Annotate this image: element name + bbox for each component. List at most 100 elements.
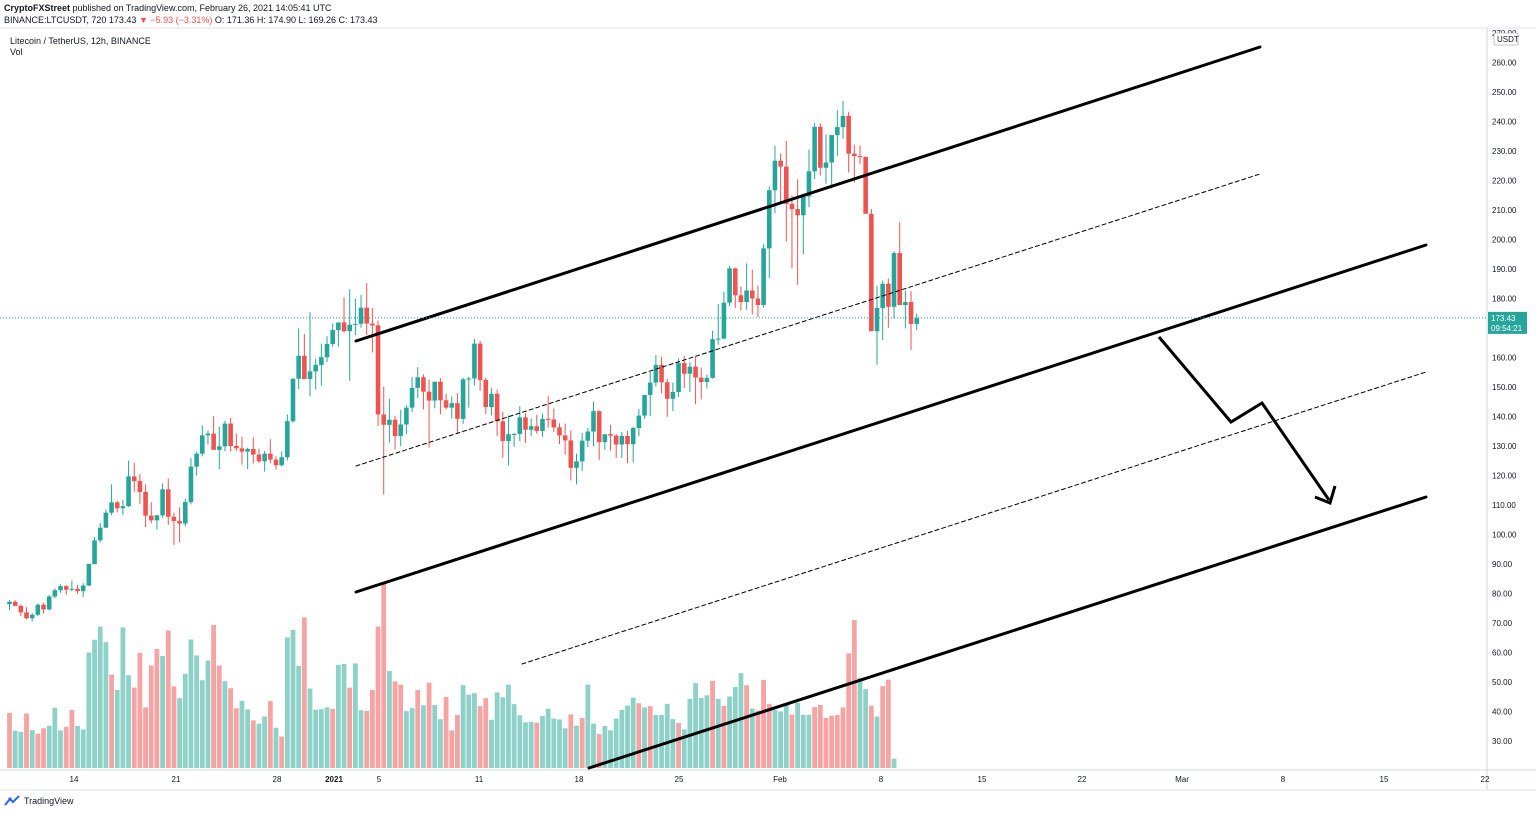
volume-label: Vol — [10, 47, 23, 57]
publisher-name[interactable]: CryptoFXStreet — [4, 3, 71, 13]
volume-bar — [846, 653, 852, 768]
volume-bar — [613, 718, 619, 768]
volume-bar — [557, 719, 562, 768]
candle-body — [528, 426, 534, 430]
volume-bar — [455, 715, 460, 768]
volume-bar — [330, 708, 336, 768]
candle — [687, 362, 693, 393]
volume-bar — [250, 720, 256, 768]
candle — [409, 376, 415, 413]
candle — [353, 298, 358, 336]
candle-body — [636, 415, 642, 429]
candle-body — [347, 324, 352, 332]
volume-bar — [727, 696, 732, 768]
volume-bar — [392, 681, 398, 768]
candle — [857, 145, 863, 165]
candle-body — [806, 171, 812, 197]
candle-body — [715, 338, 721, 340]
candle — [619, 431, 625, 459]
candle-body — [642, 394, 647, 416]
volume-bar — [659, 715, 664, 768]
candle — [324, 336, 330, 363]
volume-bar — [868, 705, 874, 768]
candle-body — [596, 411, 602, 443]
volume-bar — [574, 725, 579, 768]
candle — [642, 394, 647, 419]
candle — [721, 291, 727, 339]
candle-body — [234, 446, 239, 449]
time-tick-label: Mar — [1175, 775, 1189, 784]
candle — [58, 584, 63, 593]
volume-bar — [534, 722, 540, 768]
candle — [596, 410, 602, 460]
volume-bar — [182, 673, 188, 768]
candle — [540, 413, 545, 437]
volume-bar — [120, 627, 126, 768]
candle — [732, 267, 738, 308]
candle — [120, 499, 126, 515]
candle-body — [177, 520, 182, 524]
candle-body — [897, 253, 902, 305]
series-title: Litecoin / TetherUS, 12h, BINANCE — [10, 36, 151, 46]
candle — [12, 600, 18, 606]
candle-body — [41, 604, 46, 610]
candle-body — [625, 435, 630, 445]
candle — [18, 604, 24, 617]
candle-body — [676, 363, 681, 393]
candle — [364, 283, 370, 335]
candle-body — [613, 435, 619, 445]
candle-body — [387, 419, 392, 425]
candle — [41, 602, 46, 614]
candle-body — [455, 403, 460, 419]
volume-bar — [409, 708, 415, 768]
candle-body — [908, 302, 914, 324]
volume-bar — [375, 626, 381, 768]
candle — [205, 430, 211, 445]
ohlc-values: O: 171.36 H: 174.90 L: 169.26 C: 173.43 — [214, 15, 378, 25]
candle — [347, 289, 352, 381]
time-tick-label: 18 — [575, 775, 584, 784]
price-tick-label: 70.00 — [1492, 619, 1513, 628]
candle — [228, 417, 233, 452]
candle-body — [801, 196, 806, 216]
candle-body — [364, 307, 370, 324]
candle — [636, 409, 642, 437]
candle-body — [523, 417, 528, 430]
candle — [670, 382, 676, 411]
candle — [647, 371, 653, 417]
volume-bar — [681, 729, 687, 768]
candle — [392, 415, 398, 450]
candle-body — [443, 400, 449, 408]
time-tick-label: 22 — [1078, 775, 1087, 784]
candle-body — [732, 268, 738, 296]
volume-bar — [851, 620, 857, 768]
candle-body — [619, 435, 625, 445]
volume-bar — [131, 687, 137, 768]
candle-body — [557, 427, 562, 436]
candle — [517, 406, 523, 441]
candle-body — [97, 527, 103, 541]
candle — [806, 149, 812, 208]
candle — [273, 456, 279, 470]
candle — [891, 251, 897, 319]
price-tick-label: 240.00 — [1492, 118, 1517, 127]
candle — [336, 322, 341, 347]
candle-body — [608, 434, 613, 436]
footer-brand[interactable]: TradingView — [4, 794, 74, 808]
volume-bar — [398, 684, 404, 768]
candle — [523, 413, 528, 444]
volume-bar — [29, 730, 35, 768]
candle — [500, 411, 506, 458]
countdown-label: 09:54:21 — [1491, 324, 1523, 333]
candle-body — [664, 382, 670, 399]
candle — [880, 280, 885, 341]
price-tick-label: 30.00 — [1492, 737, 1513, 746]
candle — [387, 398, 392, 443]
candle — [330, 323, 335, 347]
candle-body — [421, 377, 426, 392]
candle — [608, 424, 613, 451]
volume-bar — [812, 707, 818, 768]
volume-bar — [472, 693, 477, 768]
candle — [131, 462, 137, 492]
